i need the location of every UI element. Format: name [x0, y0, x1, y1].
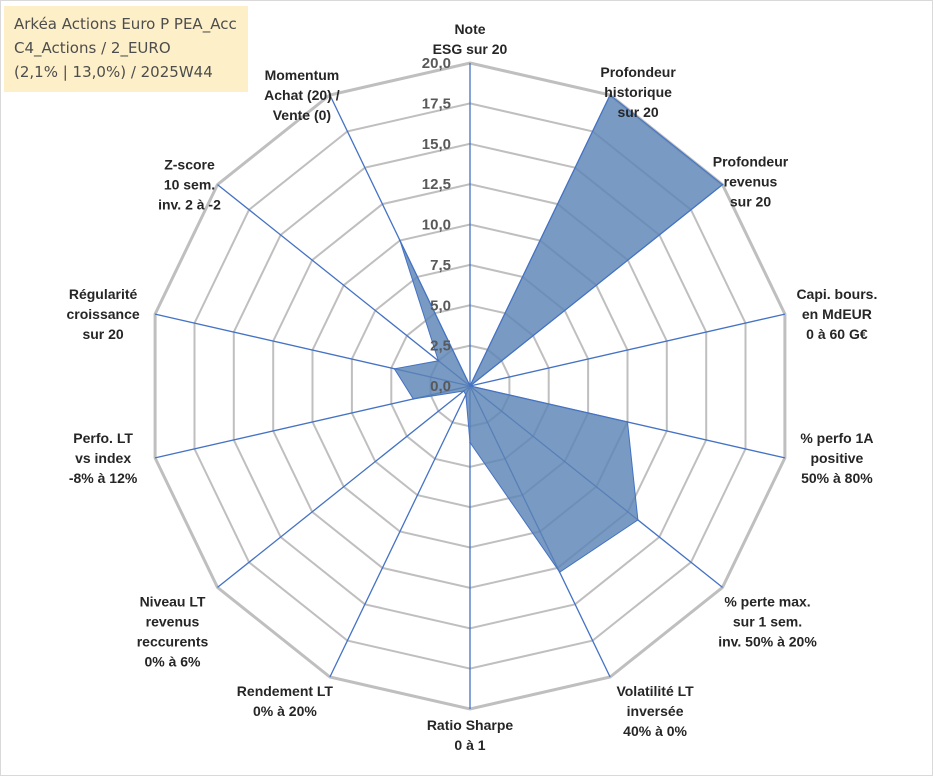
axis-label-line: sur 20: [730, 194, 771, 210]
axis-label-line: ESG sur 20: [433, 41, 508, 57]
axis-spoke: [217, 385, 471, 588]
radial-tick-label: 0,0: [430, 378, 451, 395]
axis-label-line: historique: [604, 84, 672, 100]
axis-label-group: Capi. bours. en MdEUR 0 à 60 G€: [796, 286, 877, 342]
axis-label-line: Achat (20) /: [264, 87, 340, 103]
radial-tick-label: 15,0: [422, 136, 451, 153]
axis-label-line: Z-score: [164, 157, 215, 173]
axis-label-line: sur 1 sem.: [733, 613, 802, 629]
axis-label-group: Profondeur historique sur 20: [600, 64, 676, 120]
data-point: [393, 368, 396, 370]
axis-label-group: Régularité croissance sur 20: [67, 286, 140, 342]
data-point: [609, 94, 611, 96]
axis-label-line: sur 20: [617, 104, 658, 120]
data-point: [558, 571, 561, 573]
axis-labels: Note ESG sur 20 Profondeur historique sur 20…: [67, 21, 878, 753]
axis-label-line: positive: [810, 450, 863, 466]
data-point: [626, 421, 629, 423]
data-point: [469, 385, 471, 387]
data-point: [637, 519, 639, 521]
axis-label-group: Z-score 10 sem. inv. 2 à -2: [158, 157, 221, 213]
data-point: [412, 398, 415, 400]
axis-label-line: % perfo 1A: [800, 430, 873, 446]
axis-label-group: Note ESG sur 20: [433, 21, 508, 57]
axis-label-group: Ratio Sharpe 0 à 1: [427, 717, 514, 753]
axis-label-line: 0 à 60 G€: [806, 326, 868, 342]
radial-tick-labels: 0,0 2,5 5,0 7,5 10,0 12,5 15,0 17,5 20,0: [422, 55, 451, 395]
axis-label-line: inv. 2 à -2: [158, 197, 221, 213]
data-point: [721, 183, 724, 186]
axis-label-line: Profondeur: [600, 64, 676, 80]
axis-label-line: 40% à 0%: [623, 723, 687, 739]
axis-label-line: Vente (0): [273, 107, 331, 123]
axis-label-line: Capi. bours.: [796, 286, 877, 302]
axis-label-group: % perfo 1A positive 50% à 80%: [800, 430, 873, 486]
axis-label-line: 0% à 20%: [253, 703, 317, 719]
axis-label-line: reccurents: [137, 633, 209, 649]
axis-label-line: Régularité: [69, 286, 138, 302]
radial-tick-label: 17,5: [422, 95, 451, 112]
axis-label-line: 50% à 80%: [801, 470, 873, 486]
axis-label-line: 0% à 6%: [144, 653, 201, 669]
radial-tick-label: 7,5: [430, 257, 451, 274]
axis-label-line: vs index: [75, 450, 131, 466]
data-point: [462, 390, 465, 392]
radial-tick-label: 12,5: [422, 176, 451, 193]
title-stats: (2,1% | 13,0%) / 2025W44: [14, 63, 213, 81]
axis-label-line: Profondeur: [713, 154, 789, 170]
data-point: [469, 441, 471, 444]
axis-label-line: revenus: [146, 613, 200, 629]
axis-label-group: Momentum Achat (20) / Vente (0): [264, 67, 340, 123]
axis-label-line: 10 sem.: [164, 177, 215, 193]
axis-label-group: Volatilité LT inversée 40% à 0%: [616, 683, 694, 739]
data-point: [465, 393, 467, 396]
axis-label-line: croissance: [67, 306, 140, 322]
axis-label-group: Rendement LT 0% à 20%: [237, 683, 334, 719]
chart-title-box: Arkéa Actions Euro P PEA_Acc C4_Actions …: [4, 6, 248, 92]
radial-tick-label: 5,0: [430, 297, 451, 314]
data-point: [399, 239, 401, 242]
axis-label-line: Niveau LT: [140, 593, 206, 609]
title-category: C4_Actions / 2_EURO: [14, 39, 171, 57]
axis-label-group: Perfo. LT vs index -8% à 12%: [69, 430, 138, 486]
axis-label-line: revenus: [724, 174, 778, 190]
axis-label-line: en MdEUR: [802, 306, 872, 322]
radial-tick-label: 10,0: [422, 217, 451, 234]
axis-label-group: Profondeur revenus sur 20: [713, 154, 789, 210]
axis-label-line: Ratio Sharpe: [427, 717, 514, 733]
radar-series: [393, 94, 724, 573]
axis-label-line: Perfo. LT: [73, 430, 133, 446]
axis-label-group: % perte max. sur 1 sem. inv. 50% à 20%: [718, 593, 817, 649]
axis-label-line: % perte max.: [724, 593, 810, 609]
axis-label-line: Note: [454, 21, 485, 37]
axis-label-line: sur 20: [82, 326, 123, 342]
axis-label-line: Rendement LT: [237, 683, 334, 699]
axis-label-line: 0 à 1: [454, 737, 485, 753]
axis-label-line: inversée: [627, 703, 684, 719]
title-fund-name: Arkéa Actions Euro P PEA_Acc: [14, 15, 237, 33]
axis-label-line: -8% à 12%: [69, 470, 138, 486]
axis-label-line: inv. 50% à 20%: [718, 633, 817, 649]
radial-tick-label: 2,5: [430, 338, 451, 355]
axis-spoke: [329, 385, 471, 678]
axis-label-line: Volatilité LT: [616, 683, 694, 699]
data-point: [437, 360, 440, 362]
axis-label-line: Momentum: [265, 67, 340, 83]
axis-spoke: [469, 313, 786, 387]
axis-spoke: [217, 184, 471, 387]
axis-label-group: Niveau LT revenus reccurents 0% à 6%: [137, 593, 209, 669]
radial-tick-label: 20,0: [422, 55, 451, 72]
